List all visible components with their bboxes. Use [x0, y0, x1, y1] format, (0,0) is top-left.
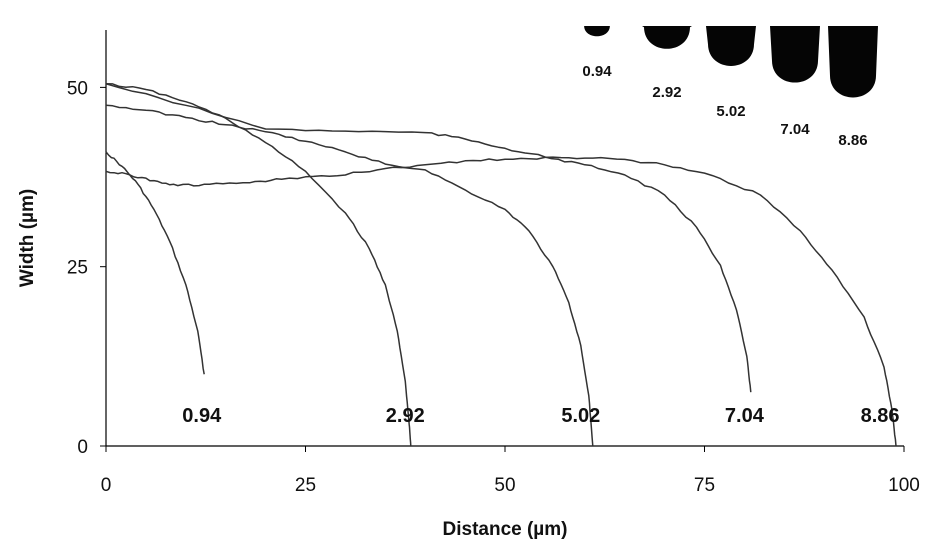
droplet-shape [770, 26, 820, 83]
series-line-2-92 [105, 83, 412, 447]
curve-label: 2.92 [386, 405, 425, 427]
x-tick-label: 75 [694, 475, 715, 496]
ticks: 0 25 50 75 100 0 25 50 [67, 78, 920, 496]
curve-labels: 0.94 2.92 5.02 7.04 8.86 [182, 405, 899, 427]
curve-label: 8.86 [861, 405, 900, 427]
y-tick-label: 25 [67, 258, 88, 279]
droplet-shape [642, 26, 692, 49]
y-tick-label: 0 [77, 437, 88, 458]
series-line-8-86 [105, 156, 897, 447]
y-axis-title: Width (µm) [17, 189, 38, 287]
axes [105, 30, 904, 447]
droplet-label: 0.94 [582, 63, 612, 80]
x-axis-title: Distance (µm) [443, 519, 568, 540]
series [105, 83, 897, 447]
curve-label: 0.94 [182, 405, 222, 427]
droplet-label: 8.86 [838, 132, 867, 149]
x-tick-label: 50 [494, 475, 515, 496]
series-line-0-94 [105, 151, 205, 375]
droplet-inset: 0.94 2.92 5.02 7.04 8.86 [582, 26, 878, 149]
droplet-label: 2.92 [652, 84, 681, 101]
curve-label: 7.04 [725, 405, 765, 427]
x-tick-label: 100 [888, 475, 920, 496]
droplet-shape [828, 26, 878, 98]
series-line-5-02 [105, 104, 594, 447]
curve-label: 5.02 [561, 405, 600, 427]
x-tick-label: 0 [101, 475, 112, 496]
x-tick-label: 25 [295, 475, 316, 496]
droplet-label: 5.02 [716, 103, 745, 120]
y-tick-label: 50 [67, 78, 88, 99]
droplet-label: 7.04 [780, 121, 810, 138]
droplet-shape [706, 26, 756, 66]
droplet-shape [583, 26, 611, 37]
series-line-7-04 [105, 83, 752, 393]
